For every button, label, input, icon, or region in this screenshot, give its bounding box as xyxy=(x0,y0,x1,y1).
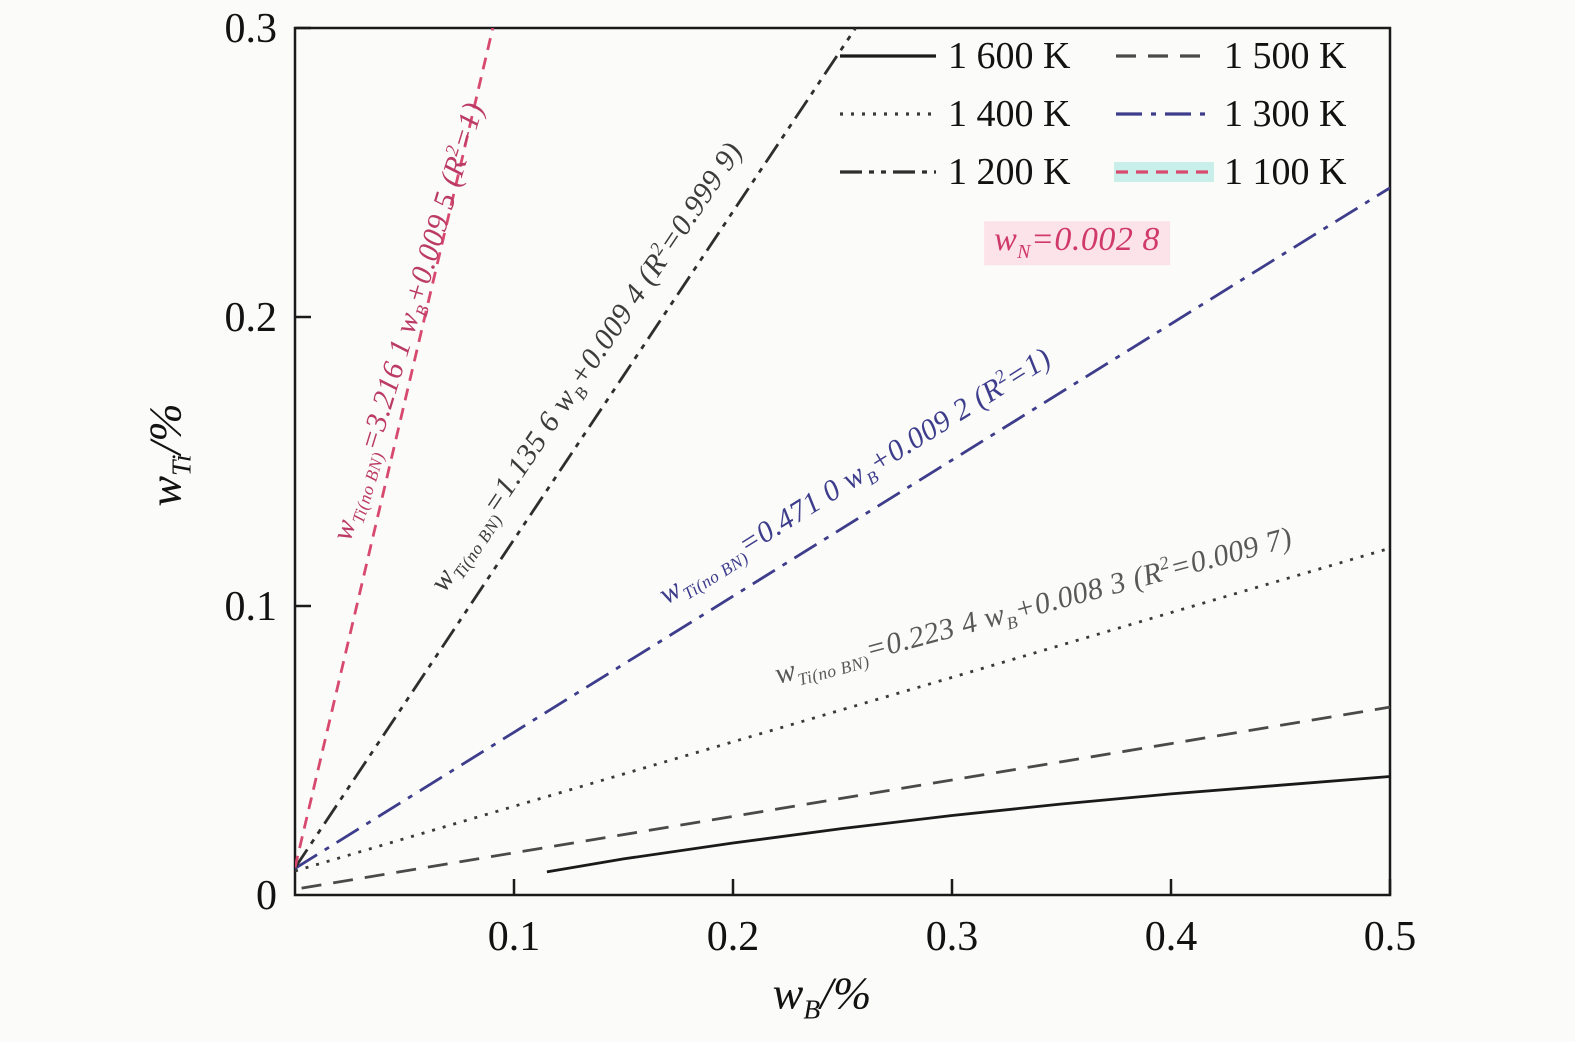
series-1-500-K xyxy=(301,705,1390,890)
x-axis-label: wB/% xyxy=(772,967,872,1025)
legend-item: 1 300 K xyxy=(1114,92,1390,136)
legend-item: 1 600 K xyxy=(838,34,1114,78)
y-tick-label: 0 xyxy=(256,873,277,919)
legend-label: 1 400 K xyxy=(948,93,1071,135)
series-1-100-K xyxy=(295,28,495,868)
legend-line-sample xyxy=(1114,104,1214,124)
y-tick-label: 0.3 xyxy=(225,6,278,52)
legend-line-sample xyxy=(838,46,938,66)
y-axis-label: wTi/% xyxy=(139,403,197,507)
x-tick-label: 0.5 xyxy=(1364,914,1417,960)
legend-line-sample xyxy=(838,162,938,182)
x-tick-label: 0.3 xyxy=(926,914,979,960)
legend-label: 1 300 K xyxy=(1224,93,1347,135)
legend: 1 600 K 1 500 K 1 400 K 1 300 K 1 200 K 1 100… xyxy=(838,34,1390,194)
series-1-600-K xyxy=(546,775,1390,874)
legend-line-sample xyxy=(838,104,938,124)
x-tick-label: 0.1 xyxy=(488,914,541,960)
legend-label: 1 600 K xyxy=(948,35,1071,77)
y-tick-label: 0.1 xyxy=(225,584,278,630)
legend-line-sample xyxy=(1114,46,1214,66)
plot-frame xyxy=(293,26,1392,897)
wn-annotation: wN=0.002 8 xyxy=(984,221,1170,265)
legend-item: 1 100 K xyxy=(1114,150,1390,194)
x-tick-label: 0.2 xyxy=(707,914,760,960)
series-1-400-K xyxy=(295,546,1390,873)
legend-label: 1 100 K xyxy=(1224,151,1347,193)
legend-line-sample xyxy=(1114,162,1214,182)
x-tick-label: 0.4 xyxy=(1145,914,1198,960)
legend-label: 1 500 K xyxy=(1224,35,1347,77)
legend-item: 1 200 K xyxy=(838,150,1114,194)
series-1-300-K xyxy=(295,186,1390,870)
legend-item: 1 400 K xyxy=(838,92,1114,136)
legend-label: 1 200 K xyxy=(948,151,1071,193)
legend-item: 1 500 K xyxy=(1114,34,1390,78)
series-1-200-K xyxy=(295,28,857,869)
y-tick-label: 0.2 xyxy=(225,295,278,341)
